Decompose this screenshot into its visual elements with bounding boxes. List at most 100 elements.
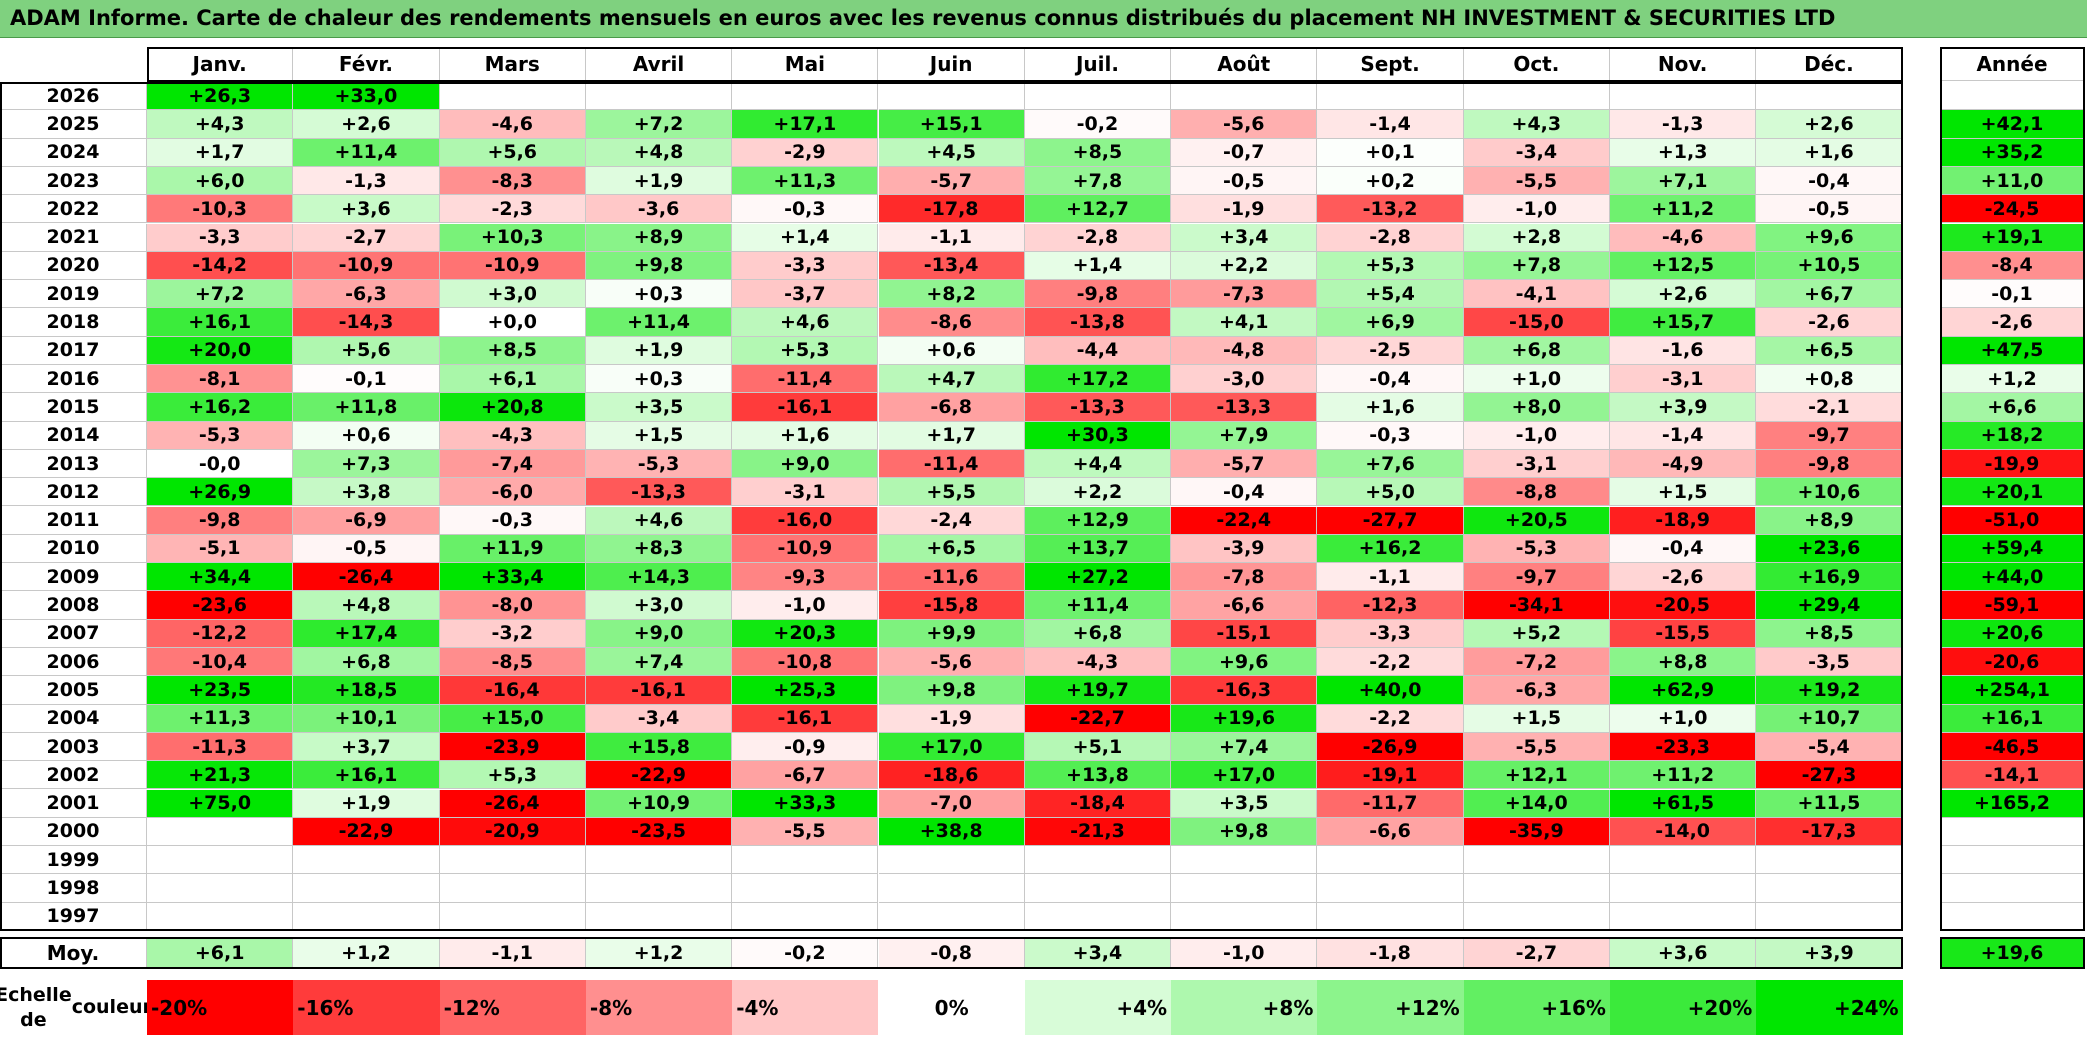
heatmap-cell: +7,8 [1463, 251, 1610, 281]
heatmap-cell: +5,1 [1024, 732, 1172, 762]
heatmap-cell [439, 846, 586, 875]
heatmap-cell: -2,5 [1317, 336, 1464, 365]
heatmap-cell: -14,2 [147, 251, 294, 281]
heatmap-cell: +20,0 [147, 336, 294, 365]
heatmap-cell: +26,3 [147, 82, 294, 111]
heatmap-cell: -1,9 [878, 704, 1025, 733]
heatmap-cell [732, 846, 879, 875]
heatmap-cell: -4,3 [1024, 648, 1172, 677]
heatmap-cell: -16,1 [732, 393, 879, 422]
heatmap-cell: +1,0 [1610, 704, 1757, 733]
heatmap-cell: +26,9 [147, 478, 294, 507]
heatmap-cell: +4,4 [1024, 449, 1172, 479]
color-scale-swatch: -8% [585, 980, 733, 1035]
month-header: Janv. [147, 47, 294, 81]
heatmap-cell [1756, 902, 1903, 931]
annual-cell: +47,5 [1940, 336, 2085, 365]
annual-cell: -8,4 [1940, 251, 2085, 281]
heatmap-cell: +19,2 [1756, 676, 1903, 705]
heatmap-cell: +7,4 [1171, 732, 1318, 762]
heatmap-cell: -9,3 [732, 563, 879, 592]
heatmap-cell: -0,5 [1756, 195, 1903, 224]
heatmap-cell: -6,6 [1317, 817, 1464, 847]
heatmap-cell: -7,8 [1171, 563, 1318, 592]
heatmap-cell: +12,7 [1024, 195, 1172, 224]
color-scale-swatch: +24% [1756, 980, 1903, 1035]
heatmap-cell: -27,3 [1756, 761, 1903, 790]
heatmap-cell: +1,7 [878, 421, 1025, 450]
heatmap-cell: -27,7 [1317, 506, 1464, 535]
heatmap-cell: -6,7 [732, 761, 879, 790]
heatmap-cell: -3,1 [1463, 449, 1610, 479]
annual-cell: -19,9 [1940, 449, 2085, 479]
heatmap-cell: -5,5 [1463, 732, 1610, 762]
heatmap-cell: +6,1 [439, 365, 586, 394]
heatmap-cell: -9,7 [1463, 563, 1610, 592]
annual-cell: -46,5 [1940, 732, 2085, 762]
heatmap-cell: -2,7 [293, 223, 440, 252]
heatmap-cell: -15,8 [878, 591, 1025, 620]
color-scale-swatch: -16% [293, 980, 440, 1035]
heatmap-cell: -3,2 [439, 619, 586, 648]
color-scale-label-line1: Echelle de [0, 983, 72, 1031]
heatmap-cell: -10,9 [439, 251, 586, 281]
heatmap-cell: +15,0 [439, 704, 586, 733]
heatmap-cell [293, 902, 440, 931]
heatmap-cell [732, 82, 879, 111]
heatmap-cell: -5,4 [1756, 732, 1903, 762]
heatmap-cell: -3,0 [1171, 365, 1318, 394]
heatmap-cell: +5,4 [1317, 280, 1464, 309]
heatmap-cell: +0,2 [1317, 166, 1464, 196]
year-label: 2013 [0, 449, 147, 479]
heatmap-cell [1610, 846, 1757, 875]
heatmap-cell: +6,8 [1024, 619, 1172, 648]
heatmap-cell: +33,4 [439, 563, 586, 592]
heatmap-cell: +6,0 [147, 166, 294, 196]
heatmap-cell: -3,3 [1317, 619, 1464, 648]
heatmap-cell: +4,3 [147, 110, 294, 139]
heatmap-cell: +29,4 [1756, 591, 1903, 620]
heatmap-cell: +11,4 [585, 308, 733, 337]
heatmap-cell: +9,8 [585, 251, 733, 281]
annual-cell: +59,4 [1940, 534, 2085, 564]
year-label: 2022 [0, 195, 147, 224]
heatmap-cell: -1,9 [1171, 195, 1318, 224]
heatmap-cell: +7,2 [147, 280, 294, 309]
heatmap-cell: -17,3 [1756, 817, 1903, 847]
annual-cell: +1,2 [1940, 365, 2085, 394]
heatmap-cell: -4,6 [439, 110, 586, 139]
heatmap-cell: +4,8 [293, 591, 440, 620]
month-header: Juin [878, 47, 1025, 81]
heatmap-cell [732, 874, 879, 903]
annual-cell: +19,1 [1940, 223, 2085, 252]
heatmap-cell: +1,5 [585, 421, 733, 450]
heatmap-cell: +7,9 [1171, 421, 1318, 450]
annual-cell: -59,1 [1940, 591, 2085, 620]
heatmap-cell: -0,4 [1756, 166, 1903, 196]
heatmap-cell: -10,9 [293, 251, 440, 281]
heatmap-cell: -8,6 [878, 308, 1025, 337]
heatmap-cell: -1,3 [293, 166, 440, 196]
average-cell: +6,1 [147, 937, 294, 969]
heatmap-cell [878, 874, 1025, 903]
heatmap-cell: -4,3 [439, 421, 586, 450]
heatmap-cell: +11,2 [1610, 195, 1757, 224]
heatmap-cell: +38,8 [878, 817, 1025, 847]
heatmap-cell [1610, 82, 1757, 111]
annual-cell: -2,6 [1940, 308, 2085, 337]
heatmap-cell: -16,0 [732, 506, 879, 535]
heatmap-cell: -23,5 [585, 817, 733, 847]
heatmap-cell [585, 846, 733, 875]
heatmap-cell: +7,2 [585, 110, 733, 139]
heatmap-cell: -6,3 [293, 280, 440, 309]
heatmap-cell: -16,1 [585, 676, 733, 705]
color-scale-swatch: -20% [147, 980, 294, 1035]
month-header: Avril [585, 47, 733, 81]
average-cell: +1,2 [293, 937, 440, 969]
heatmap-cell: -22,9 [585, 761, 733, 790]
heatmap-cell [147, 846, 294, 875]
year-label: 1999 [0, 846, 147, 875]
heatmap-cell: -13,2 [1317, 195, 1464, 224]
heatmap-cell: -5,6 [1171, 110, 1318, 139]
heatmap-cell: +8,5 [439, 336, 586, 365]
